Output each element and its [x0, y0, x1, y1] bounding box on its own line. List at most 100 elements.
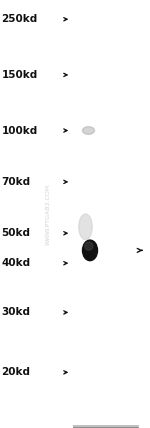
Bar	[73, 426, 139, 427]
Bar	[73, 425, 139, 427]
Bar	[73, 425, 139, 427]
Bar	[73, 426, 139, 427]
Bar	[73, 426, 139, 428]
Bar	[73, 426, 139, 428]
Bar	[73, 426, 139, 428]
Bar	[73, 426, 139, 428]
Text: WWW.PTGAB3.COM: WWW.PTGAB3.COM	[45, 183, 51, 245]
Bar	[73, 426, 139, 428]
Bar	[73, 426, 139, 428]
Bar	[73, 426, 139, 428]
Bar	[73, 426, 139, 428]
Bar	[73, 426, 139, 428]
Bar	[73, 425, 139, 427]
Bar	[73, 425, 139, 427]
Bar	[73, 426, 139, 428]
Bar	[73, 425, 139, 427]
Bar	[73, 425, 139, 427]
Bar	[73, 425, 139, 427]
Bar	[73, 426, 139, 428]
Bar	[73, 425, 139, 427]
Bar	[73, 425, 139, 427]
Bar	[73, 426, 139, 428]
Bar	[73, 425, 139, 427]
Bar	[73, 426, 139, 428]
Bar	[73, 426, 139, 427]
Bar	[73, 426, 139, 428]
Bar	[73, 426, 139, 428]
Bar	[73, 425, 139, 427]
Bar	[73, 425, 139, 427]
Text: 150kd: 150kd	[2, 70, 38, 80]
Bar	[73, 426, 139, 427]
Bar	[73, 426, 139, 428]
Text: 40kd: 40kd	[2, 258, 31, 268]
Bar	[73, 426, 139, 428]
Bar	[73, 426, 139, 428]
Bar	[73, 426, 139, 428]
Bar	[73, 425, 139, 427]
Bar	[73, 426, 139, 428]
Bar	[73, 426, 139, 428]
Bar	[73, 426, 139, 428]
Bar	[73, 426, 139, 427]
Bar	[73, 426, 139, 428]
Bar	[73, 425, 139, 427]
Bar	[73, 426, 139, 428]
Bar	[73, 425, 139, 427]
Bar	[73, 426, 139, 427]
Bar	[73, 425, 139, 427]
Bar	[73, 426, 139, 428]
Bar	[73, 425, 139, 427]
Bar	[73, 425, 139, 427]
Bar	[73, 426, 139, 428]
Bar	[73, 426, 139, 428]
Bar	[73, 426, 139, 428]
Bar	[73, 426, 139, 428]
Bar	[73, 426, 139, 428]
Bar	[73, 426, 139, 427]
Bar	[73, 426, 139, 428]
Bar	[73, 426, 139, 428]
Bar	[73, 426, 139, 428]
Bar	[73, 426, 139, 428]
Bar	[73, 426, 139, 428]
Bar	[73, 425, 139, 427]
Bar	[73, 426, 139, 428]
Bar	[73, 425, 139, 427]
Bar	[73, 427, 139, 428]
Bar	[73, 425, 139, 427]
Bar	[73, 426, 139, 428]
Bar	[73, 425, 139, 427]
Bar	[73, 426, 139, 428]
Bar	[73, 427, 139, 428]
Bar	[73, 426, 139, 428]
Bar	[73, 425, 139, 427]
Bar	[73, 427, 139, 428]
Bar	[73, 426, 139, 427]
Bar	[73, 425, 139, 427]
Bar	[73, 425, 139, 427]
Bar	[73, 425, 139, 427]
Bar	[73, 427, 139, 428]
Bar	[73, 425, 139, 427]
Bar	[73, 426, 139, 428]
Bar	[73, 426, 139, 428]
Bar	[73, 426, 139, 428]
Bar	[73, 426, 139, 428]
Bar	[73, 426, 139, 427]
Bar	[73, 426, 139, 427]
Bar	[73, 425, 139, 427]
Text: 20kd: 20kd	[2, 367, 30, 377]
Bar	[73, 425, 139, 427]
Ellipse shape	[79, 214, 92, 240]
Bar	[73, 426, 139, 427]
Bar	[73, 426, 139, 428]
Bar	[73, 426, 139, 427]
Bar	[73, 426, 139, 428]
Bar	[73, 426, 139, 427]
Bar	[73, 425, 139, 427]
Bar	[73, 426, 139, 428]
Bar	[73, 425, 139, 427]
Bar	[73, 425, 139, 427]
